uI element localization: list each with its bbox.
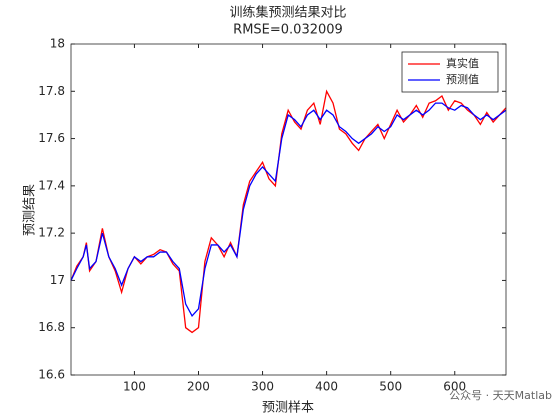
data-line xyxy=(70,102,507,318)
legend-label: 真实值 xyxy=(446,56,479,70)
y-tick-label: 16.6 xyxy=(38,368,65,382)
x-tick-label: 300 xyxy=(251,380,274,394)
y-axis-label: 预测结果 xyxy=(23,184,38,236)
legend-label: 预测值 xyxy=(446,73,479,86)
x-tick-label: 400 xyxy=(315,380,338,394)
x-tick-label: 100 xyxy=(123,380,146,394)
watermark: 公众号 · 天天Matlab xyxy=(449,389,552,402)
x-tick-label: 200 xyxy=(187,380,210,394)
y-tick-label: 18 xyxy=(50,37,65,51)
y-tick-label: 17 xyxy=(50,273,65,287)
y-tick-label: 17.4 xyxy=(38,178,65,192)
x-tick-label: 500 xyxy=(379,380,402,394)
plot-area xyxy=(71,44,506,375)
y-tick-label: 17.8 xyxy=(38,84,65,98)
x-tick-label: 600 xyxy=(443,380,466,394)
y-tick-label: 17.2 xyxy=(38,226,65,240)
x-axis-label: 预测样本 xyxy=(262,401,314,416)
legend-box xyxy=(401,51,499,93)
y-tick-label: 17.6 xyxy=(38,131,65,145)
data-line xyxy=(70,89,507,334)
axes-box xyxy=(70,43,507,376)
chart-title: 训练集预测结果对比 xyxy=(229,5,346,21)
chart-subtitle: RMSE=0.032009 xyxy=(233,23,343,38)
y-tick-label: 16.8 xyxy=(38,320,65,334)
